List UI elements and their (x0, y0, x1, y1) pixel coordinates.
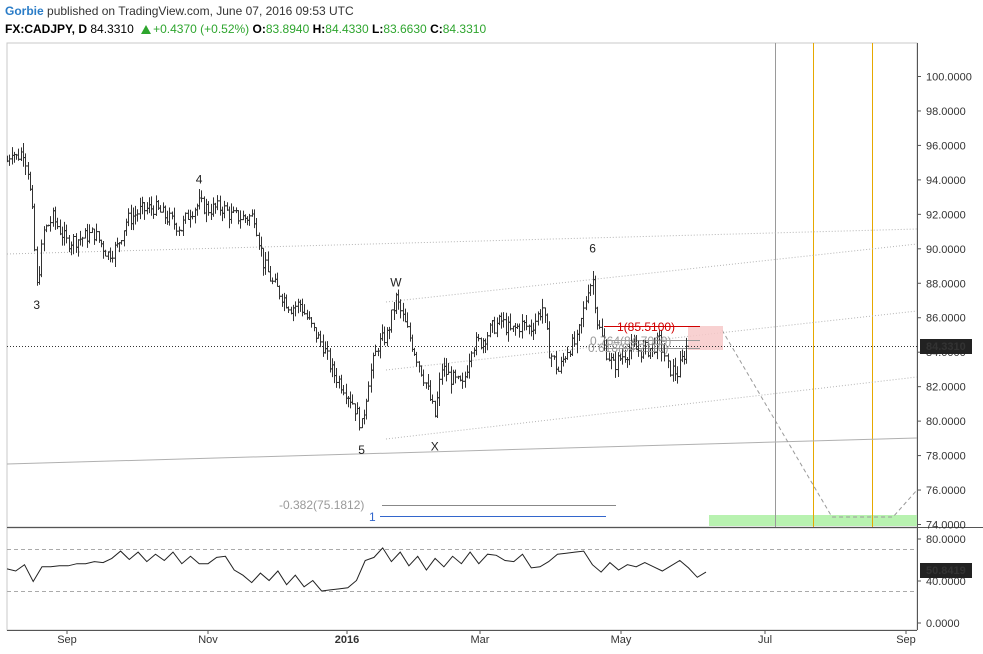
x-tick-label: May (611, 634, 632, 646)
x-tick-label: 2016 (335, 634, 359, 646)
y-tick-label: 96.0000 (926, 140, 966, 152)
main-pane-frame (6, 42, 918, 528)
y-tick-label: 78.0000 (926, 451, 966, 463)
close-value: 84.3310 (442, 22, 487, 36)
fib-label: 0.764(84.7069) (590, 334, 671, 348)
published-text: published on TradingView.com, June 07, 2… (47, 4, 354, 18)
oscillator-line (7, 547, 707, 592)
y-tick-label: 94.0000 (926, 175, 966, 187)
y-tick-label: 90.0000 (926, 244, 966, 256)
low-value: 83.6630 (383, 22, 427, 36)
y-tick-label: 74.0000 (926, 520, 966, 532)
low-label: L: (372, 22, 384, 36)
price-bars (7, 143, 689, 431)
osc-last-badge-label: 50.8419 (926, 565, 966, 577)
fib-label: -0.382(75.1812) (279, 498, 364, 512)
wave-label: 3 (33, 298, 40, 312)
oscillator-pane-frame (6, 527, 918, 631)
y-tick-label: 82.0000 (926, 382, 966, 394)
fib-zone (688, 326, 723, 350)
y-tick-label: 76.0000 (926, 485, 966, 497)
publish-line: Gorbie published on TradingView.com, Jun… (5, 4, 354, 18)
high-label: H: (312, 22, 326, 36)
fib-label: 0.618(84.2110) (588, 341, 669, 355)
wave-label: W (390, 276, 402, 290)
last-price-badge-label: 84.3310 (926, 341, 966, 353)
y-tick-label: 100.0000 (926, 72, 972, 84)
y-tick-label: 80.0000 (926, 416, 966, 428)
y-tick-label: 86.0000 (926, 313, 966, 325)
y-tick-label: 88.0000 (926, 278, 966, 290)
dotted-channel-line (385, 376, 917, 440)
osc-y-tick-label: 80.0000 (926, 534, 966, 546)
oscillator-layer (7, 547, 917, 592)
fib-label: 1(85.5100) (617, 320, 675, 334)
ohlc-legend: FX:CADJPY, D 84.3310 +0.4370 (+0.52%) O:… (5, 22, 486, 36)
chart-header: Gorbie published on TradingView.com, Jun… (0, 0, 983, 44)
drawings-layer (7, 143, 917, 518)
last-price: 84.3310 (90, 22, 134, 36)
x-tick-label: Sep (896, 634, 916, 646)
up-arrow-icon (141, 25, 152, 34)
fib-label: 1 (369, 510, 376, 524)
y-tick-label: 92.0000 (926, 209, 966, 221)
osc-y-tick-label: 40.0000 (926, 576, 966, 588)
wave-label: 4 (196, 172, 203, 186)
x-tick-label: Sep (57, 634, 77, 646)
author-link[interactable]: Gorbie (5, 4, 44, 18)
price-change: +0.4370 (+0.52%) (153, 22, 250, 36)
y-tick-label: 98.0000 (926, 106, 966, 118)
last-price-badge (920, 339, 972, 354)
open-value: 83.8940 (265, 22, 310, 36)
open-label: O: (252, 22, 266, 36)
x-tick-label: Nov (198, 634, 218, 646)
wave-label: X (431, 439, 439, 453)
high-value: 84.4330 (325, 22, 369, 36)
wave-label: 6 (589, 241, 596, 255)
close-label: C: (430, 22, 443, 36)
osc-y-tick-label: 0.0000 (926, 618, 960, 630)
projection-path (721, 329, 917, 518)
x-tick-label: Jul (758, 634, 772, 646)
x-tick-label: Mar (471, 634, 490, 646)
dotted-channel-line (385, 243, 917, 303)
trendline (7, 437, 917, 465)
symbol-label[interactable]: FX:CADJPY, D (5, 22, 88, 36)
wave-label: 5 (358, 443, 365, 457)
osc-last-badge (920, 563, 972, 578)
